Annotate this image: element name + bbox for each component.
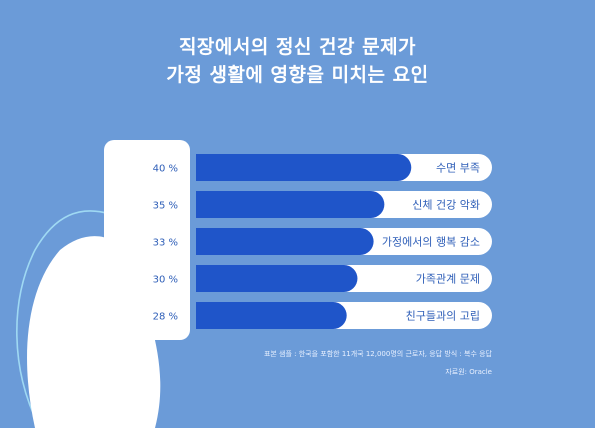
- category-label: 친구들과의 고립: [406, 310, 480, 323]
- footnote-source: 자료원: Oracle: [445, 368, 492, 376]
- footnote-sample: 표본 샘플 : 한국을 포함한 11개국 12,000명의 근로자, 응답 방식…: [263, 350, 492, 358]
- value-label: 35 %: [153, 201, 178, 212]
- bar-left-edge: [196, 191, 210, 218]
- value-label: 28 %: [153, 312, 178, 323]
- category-label: 신체 건강 악화: [412, 199, 480, 212]
- bar-left-edge: [196, 228, 210, 255]
- category-label: 수면 부족: [436, 162, 480, 175]
- value-label: 30 %: [153, 275, 178, 286]
- bar: [196, 228, 374, 255]
- category-label: 가족관계 문제: [416, 273, 480, 286]
- title-line-2: 가정 생활에 영향을 미치는 요인: [166, 64, 429, 86]
- value-label: 33 %: [153, 238, 178, 249]
- decorative-outline-curve: [16, 210, 111, 428]
- bar: [196, 265, 358, 292]
- bar: [196, 302, 347, 329]
- title-line-1: 직장에서의 정신 건강 문제가: [178, 36, 417, 58]
- value-label: 40 %: [153, 164, 178, 175]
- bar: [196, 191, 385, 218]
- bar-left-edge: [196, 302, 210, 329]
- category-label: 가정에서의 행복 감소: [382, 236, 480, 249]
- bar: [196, 154, 412, 181]
- bar-left-edge: [196, 265, 210, 292]
- value-label-panel: [104, 140, 190, 340]
- bar-left-edge: [196, 154, 210, 181]
